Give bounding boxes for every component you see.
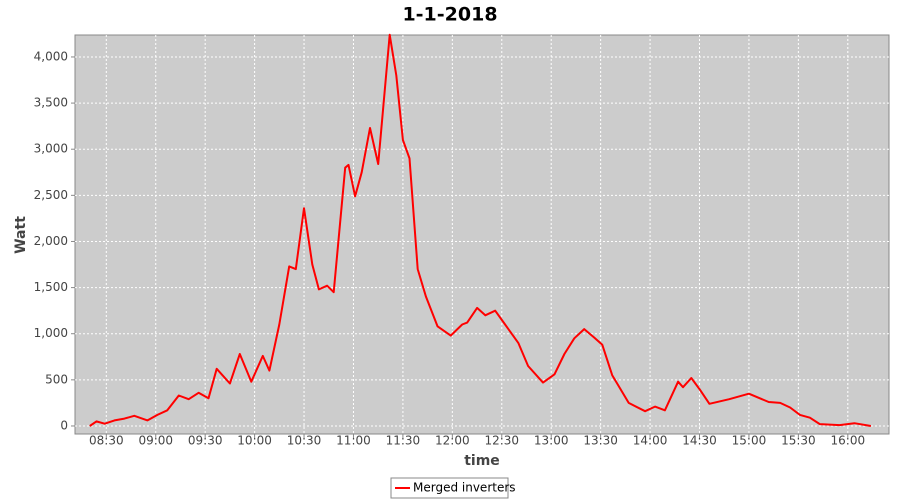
y-tick-label: 4,000 [34, 49, 68, 63]
x-tick-label: 12:00 [435, 434, 470, 448]
x-tick-label: 14:30 [682, 434, 717, 448]
data-line [89, 33, 872, 427]
x-tick-label: 13:00 [534, 434, 569, 448]
legend [390, 477, 509, 499]
x-tick-label: 15:30 [781, 434, 816, 448]
x-axis-label: time [464, 453, 500, 469]
y-tick-label: 0 [60, 418, 68, 432]
x-tick-label: 10:00 [237, 434, 272, 448]
x-tick-label: 11:30 [386, 434, 421, 448]
x-tick-label: 15:00 [732, 434, 767, 448]
x-tick-label: 12:30 [484, 434, 519, 448]
y-tick-label: 3,000 [34, 142, 68, 156]
x-tick-label: 09:00 [138, 434, 173, 448]
x-tick-label: 13:30 [583, 434, 618, 448]
plot-area [74, 34, 890, 435]
x-tick-label: 11:00 [336, 434, 371, 448]
y-tick-label: 1,500 [34, 280, 68, 294]
x-tick-label: 16:00 [831, 434, 866, 448]
x-tick-label: 10:30 [287, 434, 322, 448]
y-tick-label: 3,500 [34, 96, 68, 110]
x-tick-label: 14:00 [633, 434, 668, 448]
y-tick-label: 2,000 [34, 234, 68, 248]
y-tick-label: 500 [45, 372, 68, 386]
x-tick-label: 08:30 [89, 434, 124, 448]
x-tick-label: 09:30 [188, 434, 223, 448]
y-tick-label: 1,000 [34, 326, 68, 340]
y-tick-label: 2,500 [34, 188, 68, 202]
y-axis-label: Watt [13, 216, 29, 254]
legend-label: Merged inverters [413, 481, 516, 495]
chart-title: 1-1-2018 [402, 4, 497, 26]
